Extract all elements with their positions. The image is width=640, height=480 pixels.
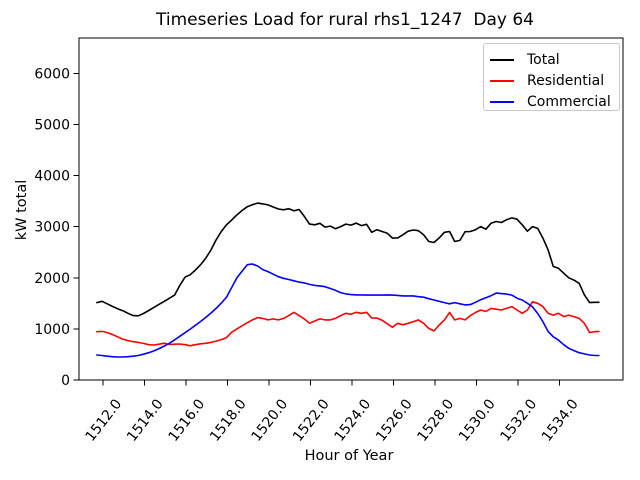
- axes-frame: [78, 37, 624, 381]
- y-tick-label: 0: [61, 373, 70, 389]
- legend-line-commercial-icon: [490, 100, 514, 103]
- x-tick-label: 1516.0: [166, 396, 209, 444]
- x-tick-label: 1522.0: [290, 396, 333, 444]
- y-tick-label: 3000: [34, 220, 70, 236]
- x-tick-label: 1524.0: [331, 396, 374, 444]
- x-axis-label: Hour of Year: [304, 448, 394, 464]
- legend-item-commercial: Commercial: [490, 91, 619, 112]
- y-tick-label: 5000: [34, 117, 70, 133]
- x-tick-label: 1514.0: [124, 396, 167, 444]
- legend-line-residential-icon: [490, 79, 514, 82]
- y-tick-label: 2000: [34, 271, 70, 287]
- legend-item-total: Total: [490, 49, 619, 70]
- y-tick-label: 4000: [34, 169, 70, 185]
- chart-title: Timeseries Load for rural rhs1_1247 Day …: [156, 10, 534, 30]
- legend-label-residential: Residential: [527, 72, 605, 89]
- x-tick-label: 1530.0: [456, 396, 499, 444]
- legend: Total Residential Commercial: [483, 43, 620, 111]
- series-line-total: [96, 202, 600, 317]
- y-tick-label: 1000: [34, 322, 70, 338]
- x-tick-label: 1532.0: [497, 396, 540, 444]
- y-tick-label: 6000: [34, 66, 70, 82]
- x-tick-label: 1534.0: [539, 396, 582, 444]
- x-tick-label: 1518.0: [207, 396, 250, 444]
- legend-label-total: Total: [527, 51, 560, 68]
- x-tick-label: 1520.0: [249, 396, 292, 444]
- legend-line-total-icon: [490, 58, 514, 61]
- legend-item-residential: Residential: [490, 70, 619, 91]
- legend-label-commercial: Commercial: [527, 93, 611, 110]
- series-line-commercial: [96, 263, 600, 358]
- series-line-residential: [96, 300, 600, 347]
- x-tick-label: 1526.0: [373, 396, 416, 444]
- x-tick-label: 1512.0: [83, 396, 126, 444]
- x-tick-label: 1528.0: [414, 396, 457, 444]
